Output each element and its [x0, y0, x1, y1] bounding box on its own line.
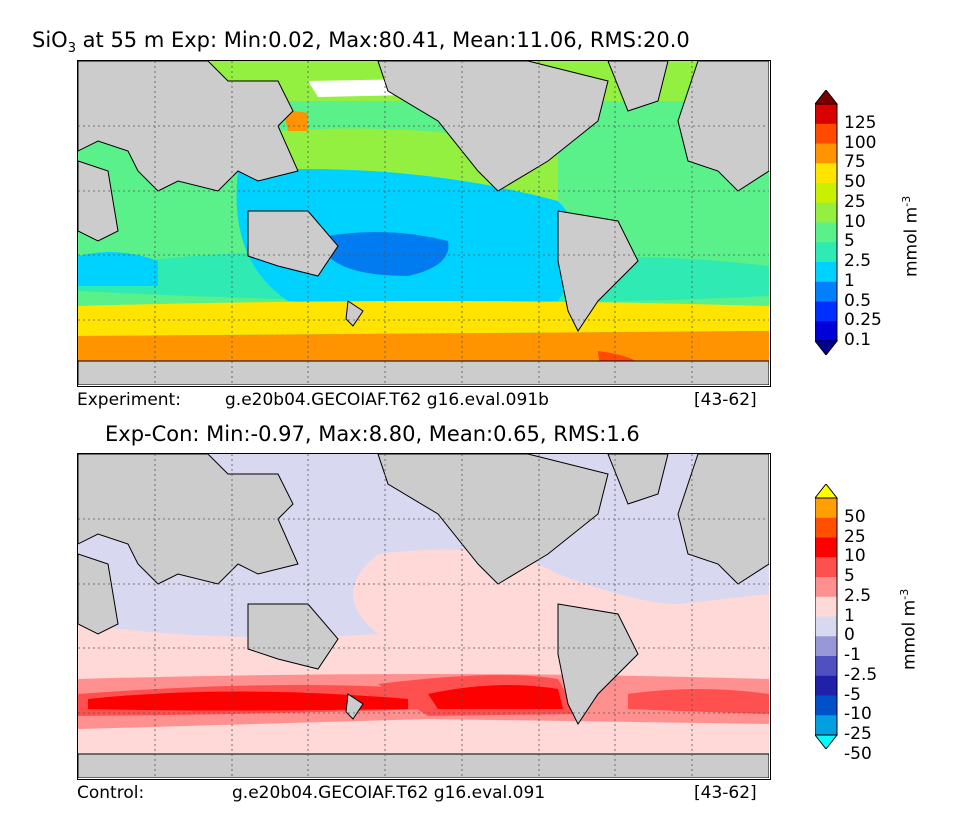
south-america-landmass [557, 210, 639, 332]
colorbar-tick-label: 2.5 [844, 585, 872, 606]
colorbar-tick-label: -5 [844, 684, 861, 705]
unit-base: mmol m [899, 599, 920, 670]
bottom-footer-years: [43-62] [694, 783, 757, 803]
colorbar-tick-label: -1 [844, 645, 861, 665]
colorbar-segment [815, 321, 837, 342]
colorbar-tick-label: -2.5 [844, 664, 878, 685]
top-gridlines [78, 61, 769, 385]
colorbar-segment [815, 498, 837, 519]
new-zealand [345, 300, 364, 327]
bottom-footer-label: Control: [77, 783, 145, 803]
title-rest: at 55 m Exp: Min:0.02, Max:80.41, Mean:1… [75, 28, 690, 52]
colorbar-segment [815, 123, 837, 144]
colorbar-tick-label: 0.25 [844, 310, 882, 331]
colorbar-segment [815, 695, 837, 716]
top-footer-case: g.e20b04.GECOIAF.T62 g16.eval.091b [225, 390, 549, 410]
colorbar-bottom-extend [815, 340, 839, 355]
top-footer-label: Experiment: [77, 390, 181, 410]
colorbar-tick-label: 1 [844, 605, 855, 626]
colorbar-tick-label: 0 [844, 625, 855, 646]
colorbar-segment [815, 715, 837, 736]
greenland-landmass [607, 61, 669, 112]
antarctica-landmass [78, 360, 769, 385]
colorbar-top-extend [815, 484, 839, 499]
colorbar-tick-label: 5 [844, 231, 855, 252]
colorbar-tick-label: 1 [844, 270, 855, 291]
colorbar-tick-label: 25 [844, 526, 866, 547]
unit-base: mmol m [901, 206, 922, 277]
colorbar-tick-label: 2.5 [844, 251, 872, 271]
colorbar-tick-label: -25 [844, 724, 872, 744]
title-subscript: 3 [67, 41, 76, 57]
africa-east-edge [78, 160, 119, 242]
unit-exponent: -3 [900, 195, 913, 207]
colorbar-segment [815, 537, 837, 558]
bottom-gridlines [78, 454, 769, 778]
colorbar-segment [815, 517, 837, 538]
indian-tropical-field [78, 252, 158, 286]
antarctica-landmass [78, 753, 769, 778]
colorbar-tick-label: -10 [844, 704, 872, 725]
title-prefix: SiO [32, 28, 68, 52]
atlantic-pos2-band [628, 689, 769, 714]
colorbar-segment [815, 301, 837, 322]
colorbar-tick-label: 50 [844, 172, 866, 192]
colorbar-tick-label: -50 [844, 743, 872, 764]
colorbar-tick-label: 10 [844, 546, 866, 567]
colorbar-segment [815, 262, 837, 283]
africa-east-edge [78, 553, 119, 635]
colorbar-tick-label: 125 [844, 112, 877, 133]
colorbar-tick-label: 0.5 [844, 290, 872, 311]
unit-exponent: -3 [898, 588, 911, 600]
colorbar-segment [815, 163, 837, 184]
south-america-landmass [557, 603, 639, 725]
colorbar-tick-label: 5 [844, 566, 855, 586]
colorbar-segment [815, 183, 837, 204]
colorbar-segment [815, 143, 837, 164]
colorbar-tick-label: 50 [844, 506, 866, 527]
colorbar-top-extend [815, 90, 839, 105]
colorbar-segment [815, 577, 837, 598]
colorbar-segment [815, 596, 837, 617]
colorbar-tick-label: 100 [844, 132, 877, 153]
colorbar-segment [815, 104, 837, 125]
bottom-colorbar-unit: mmol m-3 [898, 589, 920, 670]
southern-orange-band [78, 331, 769, 361]
colorbar-segment [815, 242, 837, 263]
colorbar-outline [815, 103, 838, 342]
southern-yellow-band [78, 301, 769, 336]
colorbar-segment [815, 281, 837, 302]
top-colorbar [815, 90, 839, 355]
new-zealand [345, 693, 364, 720]
colorbar-bottom-extend [815, 734, 839, 749]
bottom-colorbar [815, 484, 839, 749]
bottom-map [77, 453, 771, 780]
southern-pos3-band [88, 691, 408, 711]
top-map-title: SiO3 at 55 m Exp: Min:0.02, Max:80.41, M… [32, 28, 690, 56]
colorbar-segment [815, 202, 837, 223]
colorbar-segment [815, 675, 837, 696]
gyre-core [328, 232, 449, 276]
bottom-map-title: Exp-Con: Min:-0.97, Max:8.80, Mean:0.65,… [105, 422, 640, 446]
top-map [77, 60, 771, 387]
colorbar-tick-label: 75 [844, 152, 866, 173]
colorbar-segment [815, 222, 837, 243]
colorbar-segment [815, 557, 837, 578]
top-footer-years: [43-62] [694, 390, 757, 410]
colorbar-tick-label: 10 [844, 211, 866, 232]
colorbar-segment [815, 616, 837, 637]
colorbar-outline [815, 497, 838, 736]
greenland-landmass [607, 454, 669, 505]
colorbar-segment [815, 636, 837, 657]
bottom-footer-case: g.e20b04.GECOIAF.T62 g16.eval.091 [232, 783, 546, 803]
colorbar-segment [815, 656, 837, 677]
top-colorbar-unit: mmol m-3 [900, 196, 922, 277]
colorbar-tick-label: 25 [844, 191, 866, 212]
colorbar-tick-label: 0.1 [844, 330, 872, 350]
